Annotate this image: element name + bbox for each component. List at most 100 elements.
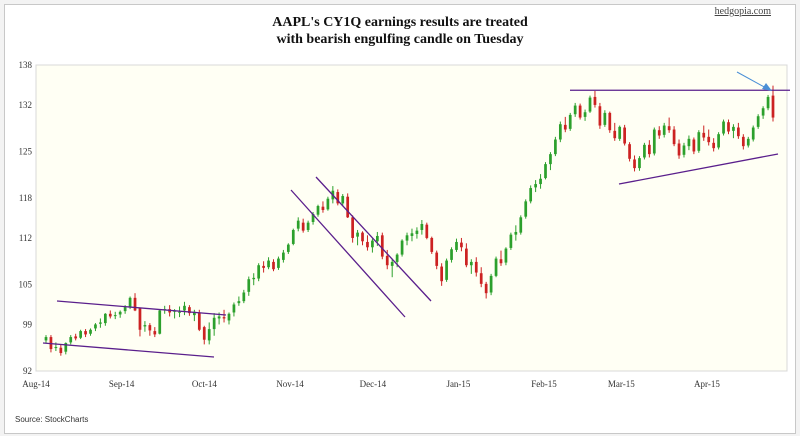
candle-body <box>727 122 730 132</box>
candle-body <box>504 248 508 263</box>
candle-body <box>311 214 315 222</box>
candle-body <box>771 95 775 118</box>
candle-body <box>262 265 265 268</box>
candle-body <box>178 311 181 313</box>
candle-body <box>737 127 740 137</box>
candle-body <box>390 261 394 266</box>
y-tick-label: 92 <box>23 366 32 376</box>
x-tick-label: Dec-14 <box>360 379 387 389</box>
candle-body <box>613 130 617 139</box>
candle-body <box>207 329 211 341</box>
channel-lower-line <box>42 342 215 358</box>
candle-body <box>539 178 542 185</box>
candle-body <box>479 273 483 284</box>
y-tick-label: 138 <box>19 60 33 70</box>
candle-body <box>296 220 300 229</box>
candle-body <box>133 297 137 311</box>
candle-body <box>143 325 147 327</box>
candle-body <box>301 222 305 231</box>
candle-body <box>474 261 478 273</box>
candle-body <box>563 124 567 130</box>
candle-body <box>717 134 720 148</box>
candle-body <box>94 324 97 329</box>
candle-body <box>277 258 280 268</box>
candle-body <box>440 266 444 282</box>
candle-body <box>583 112 587 117</box>
candle-body <box>598 106 602 126</box>
candle-body <box>217 316 221 319</box>
chart-title-line-2: with bearish engulfing candle on Tuesday <box>276 32 524 47</box>
candle-body <box>465 248 468 266</box>
candle-body <box>430 237 434 252</box>
candle-body <box>341 196 345 204</box>
candle-body <box>534 184 537 188</box>
x-tick-label: Feb-15 <box>531 379 557 389</box>
candle-body <box>385 255 389 266</box>
candle-body <box>751 127 755 140</box>
brand-watermark: hedgopia.com <box>714 6 771 17</box>
candle-body <box>697 132 701 151</box>
candle-body <box>558 124 562 140</box>
candle-body <box>103 313 107 324</box>
x-tick-label: Apr-15 <box>694 379 720 389</box>
candle-body <box>84 331 87 335</box>
candle-body <box>722 121 725 134</box>
candle-body <box>554 139 557 155</box>
candle-body <box>544 164 547 179</box>
candle-body <box>445 260 448 280</box>
candle-body <box>435 252 439 266</box>
candle-body <box>89 329 92 334</box>
candle-body <box>193 311 196 316</box>
candle-body <box>509 234 513 248</box>
candlestick-chart: 92 99 105 112 118 125 132 138 Aug-14 Sep-14 Oct-14… <box>19 60 790 389</box>
candle-body <box>489 275 493 293</box>
y-tick-label: 132 <box>19 100 33 110</box>
candle-body <box>188 307 191 314</box>
candle-body <box>69 337 73 343</box>
chart-frame: hedgopia.com AAPL's CY1Q earnings result… <box>4 4 796 434</box>
candle-body <box>410 233 414 236</box>
candle-body <box>232 304 236 313</box>
candle-body <box>79 331 82 338</box>
candle-body <box>257 265 261 279</box>
candle-body <box>405 235 409 241</box>
y-tick-label: 99 <box>23 319 33 329</box>
candle-body <box>420 223 424 230</box>
candle-body <box>415 230 419 234</box>
candle-body <box>623 127 626 144</box>
candle-body <box>628 144 631 159</box>
channel-upper-line <box>56 300 227 316</box>
candle-body <box>242 292 246 302</box>
candle-body <box>573 105 577 115</box>
candle-body <box>356 232 359 237</box>
falling-channel-upper-line <box>290 189 406 318</box>
candle-body <box>643 144 646 158</box>
candle-body <box>153 331 157 335</box>
candle-body <box>197 312 201 330</box>
chart-title: AAPL's CY1Q earnings results are treated… <box>5 14 795 48</box>
x-tick-label: Aug-14 <box>22 379 50 389</box>
candle-body <box>682 145 686 155</box>
candle-body <box>648 144 651 155</box>
candle-body <box>499 259 503 264</box>
candle-body <box>291 229 295 244</box>
candle-body <box>148 325 152 331</box>
candle-body <box>54 347 58 349</box>
candle-body <box>494 258 498 276</box>
candle-body <box>158 310 162 334</box>
candle-body <box>638 158 641 169</box>
arrow-head <box>762 83 772 91</box>
candle-body <box>633 159 636 169</box>
source-note: Source: StockCharts <box>15 415 89 424</box>
x-tick-label: Mar-15 <box>608 379 635 389</box>
candle-body <box>761 108 765 116</box>
candle-body <box>524 201 528 217</box>
chart-title-line-1: AAPL's CY1Q earnings results are treated <box>272 15 528 30</box>
candle-body <box>746 138 750 146</box>
candle-body <box>128 297 132 308</box>
candle-body <box>326 198 330 210</box>
candle-body <box>529 188 533 202</box>
x-tick-label: Nov-14 <box>276 379 304 389</box>
candle-body <box>202 327 206 340</box>
candle-body <box>603 112 607 125</box>
